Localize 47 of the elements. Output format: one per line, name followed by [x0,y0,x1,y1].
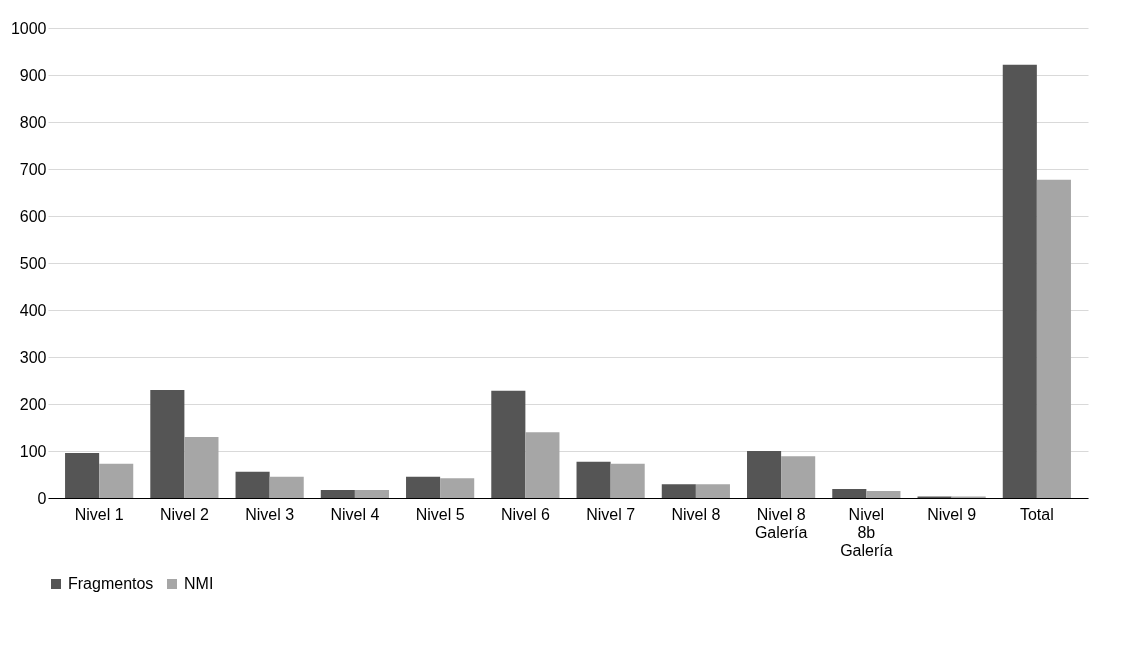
bar [1036,179,1071,498]
x-tick-label: Nivel 3 [245,505,295,523]
bar [440,478,475,498]
bar [747,451,782,498]
y-tick-label: 800 [19,113,47,131]
bar [695,484,730,498]
x-tick-label: Nivel 8b Galería [840,505,893,559]
y-tick-label: 900 [19,66,47,84]
bar [491,390,526,498]
bar [832,489,867,498]
x-tick-label: Nivel 2 [159,505,209,523]
bar [610,463,645,498]
bar [661,484,696,498]
x-tick-label: Nivel 1 [74,505,124,523]
y-tick-label: 0 [37,489,47,507]
legend-label: Fragmentos [68,575,154,592]
bar [269,476,304,498]
y-tick-label: 1000 [10,19,47,37]
x-tick-label: Total [1019,505,1054,523]
x-tick-label: Nivel 8 [671,505,721,523]
y-tick-label: 600 [19,207,47,225]
bar [320,490,355,498]
bar [354,490,389,498]
y-tick-label: 400 [19,301,47,319]
bar [99,463,134,498]
x-tick-label: Nivel 4 [330,505,380,523]
bar [150,389,185,498]
y-tick-label: 700 [19,160,47,178]
bar [781,456,816,498]
y-tick-label: 100 [19,442,47,460]
y-tick-label: 500 [19,254,47,272]
y-tick-label: 300 [19,348,47,366]
x-tick-label: Nivel 8 Galería [754,505,808,541]
bar [184,436,219,498]
bar [65,452,100,498]
x-tick-label: Nivel 6 [500,505,550,523]
bar [525,432,560,498]
bar [406,476,441,498]
bar [235,471,270,498]
legend-label: NMI [184,575,214,592]
x-tick-label: Nivel 7 [586,505,636,523]
y-tick-label: 200 [19,395,47,413]
bar [576,461,611,498]
x-tick-label: Nivel 9 [927,505,977,523]
bar [866,490,901,498]
x-tick-label: Nivel 5 [415,505,465,523]
bar [1002,64,1037,498]
